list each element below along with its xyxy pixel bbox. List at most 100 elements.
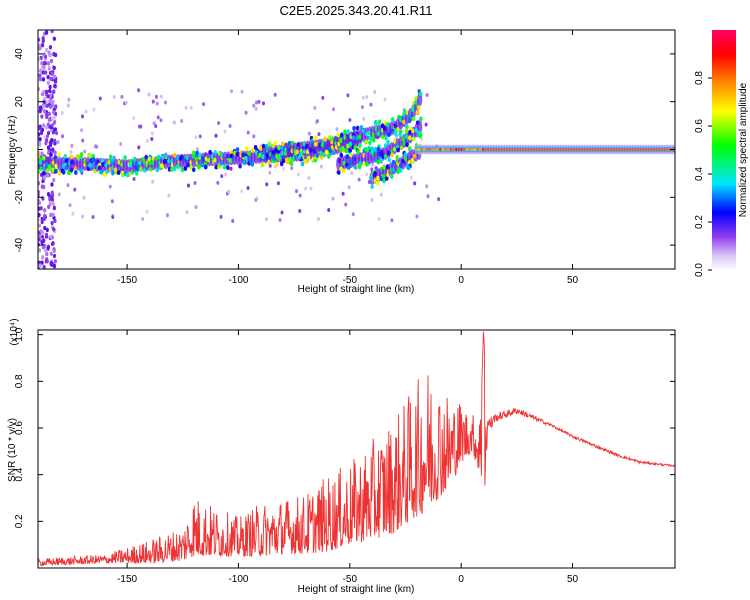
heatmap-cell [251,148,255,153]
heatmap-cell [304,186,308,191]
heatmap-cell [382,125,387,131]
heatmap-cell [214,133,218,138]
heatmap-cell [322,152,326,158]
heatmap-cell [38,160,43,165]
heatmap-cell [38,153,41,159]
heatmap-cell [265,182,269,187]
heatmap-cell [347,185,351,190]
heatmap-cell [186,183,190,188]
heatmap-cell [83,149,87,154]
heatmap-cell [47,117,51,123]
heatmap-cell [305,143,309,149]
heatmap-cell [362,117,366,122]
heatmap-cell [45,173,49,178]
heatmap-cell [45,259,49,264]
heatmap-cell [38,46,42,51]
heatmap-cell [279,161,284,167]
heatmap-cell [74,170,78,176]
heatmap-cell [145,139,149,144]
heatmap-cell [359,125,364,130]
heatmap-cell [336,170,341,175]
heatmap-cell [163,152,168,158]
heatmap-cell [223,129,227,134]
heatmap-cell [67,97,71,102]
heatmap-cell [357,177,361,182]
heatmap-cell [341,191,345,196]
heatmap-cell [113,167,118,173]
heatmap-cell [134,170,139,176]
heatmap-cell [180,118,184,123]
heatmap-cell [261,154,265,160]
heatmap-cell [70,143,74,148]
heatmap-cell [241,152,245,158]
heatmap-cell [111,170,115,176]
heatmap-cell [281,141,285,147]
colorbar-label: Normalized spectral amplitude [738,82,749,217]
heatmap-cell [219,160,223,166]
heatmap-cell [363,146,368,152]
heatmap-cell [183,166,188,171]
heatmap-cell [282,158,286,164]
heatmap-cell [38,234,41,239]
heatmap-cell [51,241,55,246]
heatmap-cell [261,143,266,149]
heatmap-cell [383,97,387,102]
heatmap-cell [390,117,395,122]
heatmap-cell [321,95,325,100]
heatmap-cell [407,146,412,152]
heatmap-cell [42,104,46,109]
heatmap-cell [41,123,46,128]
heatmap-cell [384,135,388,141]
heatmap-cell [225,153,230,159]
heatmap-cell [46,246,50,251]
heatmap-cell [268,170,272,175]
heatmap-cell [135,166,139,172]
heatmap-cell [42,264,46,269]
heatmap-cell [40,240,44,245]
heatmap-cell [175,155,180,161]
heatmap-cell [61,134,65,139]
heatmap-cell [417,120,423,135]
heatmap-cell [42,52,46,57]
heatmap-cell [52,36,56,41]
heatmap-cell [194,205,198,210]
heatmap-cell [229,166,233,171]
heatmap-cell [419,116,423,122]
heatmap-cell [38,136,42,142]
heatmap-cell [49,140,53,146]
heatmap-cell [45,251,49,257]
heatmap-cell [217,121,221,126]
heatmap-cell [386,139,390,145]
heatmap-cell [405,124,409,130]
y-tick-label: 0 [14,146,25,152]
heatmap-cell [415,214,419,219]
heatmap-cell [367,130,371,136]
heatmap-cell [264,217,268,222]
heatmap-cell [376,175,380,181]
x-tick-label: -100 [228,275,248,286]
heatmap-cell [331,196,335,201]
y-tick-label: 0.2 [14,514,25,528]
heatmap-cell [138,160,142,166]
heatmap-cell [244,110,248,115]
heatmap-cell [48,52,52,57]
heatmap-cell [39,206,43,211]
heatmap-cell [156,115,160,120]
heatmap-cell [254,106,258,111]
heatmap-cell [52,119,57,125]
heatmap-cell [194,135,198,140]
heatmap-cell [403,152,408,157]
heatmap-cell [418,91,423,97]
heatmap-cell [411,116,416,122]
heatmap-cell [42,89,46,95]
heatmap-cell [154,124,158,129]
heatmap-cell [200,162,205,168]
heatmap-cell [294,189,298,194]
heatmap-cell [48,88,52,94]
heatmap-cell [42,184,46,190]
heatmap-cell [165,213,169,218]
heatmap-cell [61,169,66,175]
heatmap-cells [38,30,675,269]
heatmap-cell [365,161,369,167]
heatmap-cell [73,187,77,192]
